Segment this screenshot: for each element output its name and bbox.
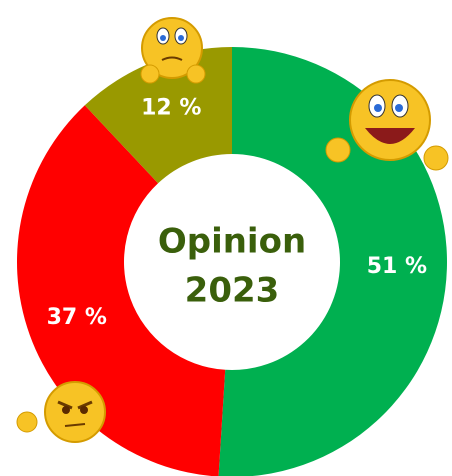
emoji-neutral	[140, 17, 206, 84]
emoji-angry	[16, 381, 106, 443]
value-label: 12 %	[141, 96, 201, 121]
chart-title: Opinion	[158, 222, 306, 262]
chart-title: 2023	[185, 271, 280, 311]
value-label: 37 %	[47, 305, 107, 330]
value-label: 51 %	[367, 254, 427, 279]
emoji-happy	[325, 79, 449, 171]
